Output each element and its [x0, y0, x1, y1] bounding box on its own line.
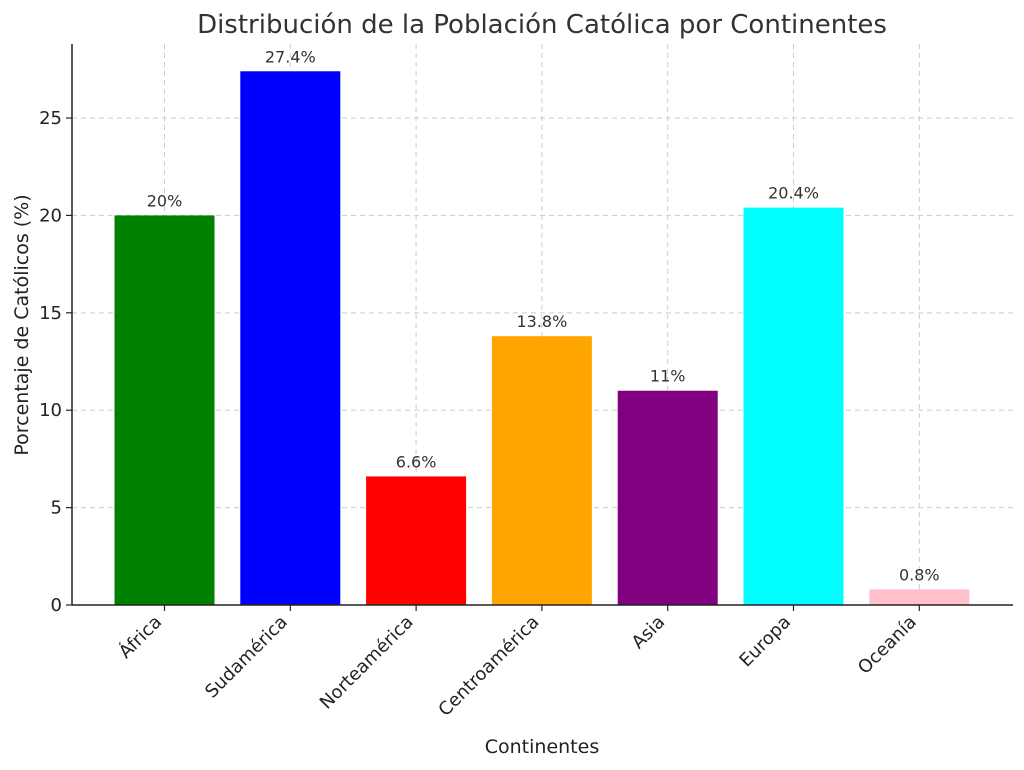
x-axis-label: Continentes [485, 736, 599, 758]
bars [114, 71, 970, 606]
x-tick-label: Norteamérica [316, 612, 418, 714]
bar [366, 476, 467, 605]
bar-value-label: 20.4% [768, 184, 819, 203]
y-axis-ticks: 0 5 10 15 20 25 [39, 108, 72, 616]
bar-value-label: 11% [650, 367, 686, 386]
x-tick-label: Sudamérica [201, 612, 292, 703]
y-tick-label: 15 [39, 303, 62, 324]
bar [114, 215, 215, 605]
x-tick-label: Centroamérica [434, 612, 543, 721]
x-tick-label: Oceanía [854, 612, 921, 679]
bar-value-label: 27.4% [265, 47, 316, 66]
x-tick-label: Asia [628, 612, 670, 654]
bar [617, 390, 718, 605]
x-tick-label: África [114, 611, 166, 663]
bar [869, 589, 970, 605]
bar [743, 207, 844, 605]
bar-value-label: 13.8% [516, 312, 567, 331]
y-axis-label: Porcentaje de Católicos (%) [11, 194, 33, 455]
chart-title: Distribución de la Población Católica po… [197, 10, 887, 40]
y-tick-label: 20 [39, 205, 62, 226]
bar-value-label: 0.8% [899, 565, 940, 584]
y-tick-label: 25 [39, 108, 62, 129]
bar [491, 336, 592, 605]
bar-value-label: 20% [147, 191, 183, 210]
y-tick-label: 10 [39, 400, 62, 421]
bar-value-labels: 20% 27.4% 6.6% 13.8% 11% 20.4% 0.8% [147, 47, 940, 584]
y-tick-label: 0 [51, 595, 62, 616]
y-tick-label: 5 [51, 498, 62, 519]
bar-value-label: 6.6% [396, 452, 437, 471]
bar [240, 71, 341, 606]
x-tick-label: Europa [735, 612, 795, 672]
x-axis-ticks: África Sudamérica Norteamérica Centroaméric… [114, 605, 921, 721]
